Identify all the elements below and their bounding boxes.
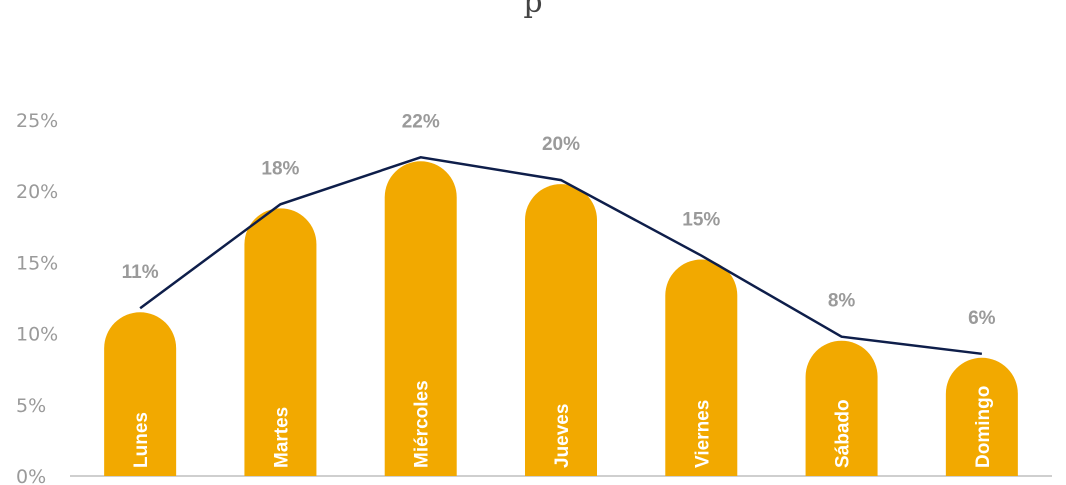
y-tick-label: 10% bbox=[16, 324, 58, 346]
category-label: Sábado bbox=[833, 399, 854, 468]
bar bbox=[805, 340, 878, 476]
category-label: Lunes bbox=[131, 412, 152, 468]
data-label: 22% bbox=[402, 111, 440, 132]
category-label: Viernes bbox=[692, 400, 713, 468]
bar bbox=[525, 184, 597, 476]
data-label: 6% bbox=[968, 308, 996, 329]
y-tick-label: 15% bbox=[16, 252, 58, 274]
bar bbox=[945, 357, 1018, 476]
category-label: Jueves bbox=[552, 404, 573, 468]
y-tick-label: 0% bbox=[16, 466, 46, 485]
bar bbox=[244, 208, 317, 476]
bar bbox=[665, 259, 738, 476]
data-label: 18% bbox=[261, 158, 299, 179]
bar bbox=[384, 161, 457, 476]
chart-title-fragment: p bbox=[523, 0, 542, 20]
trend-line bbox=[139, 156, 983, 356]
data-label: 20% bbox=[542, 134, 580, 155]
category-label: Miércoles bbox=[412, 380, 433, 468]
category-label: Domingo bbox=[973, 386, 994, 468]
y-tick-label: 20% bbox=[16, 181, 58, 203]
data-label: 15% bbox=[682, 210, 720, 231]
category-label: Martes bbox=[271, 407, 292, 468]
data-label: 8% bbox=[828, 291, 856, 312]
data-label: 11% bbox=[122, 262, 159, 283]
y-tick-label: 25% bbox=[16, 110, 58, 132]
bar bbox=[104, 312, 177, 476]
y-tick-label: 5% bbox=[16, 395, 46, 417]
